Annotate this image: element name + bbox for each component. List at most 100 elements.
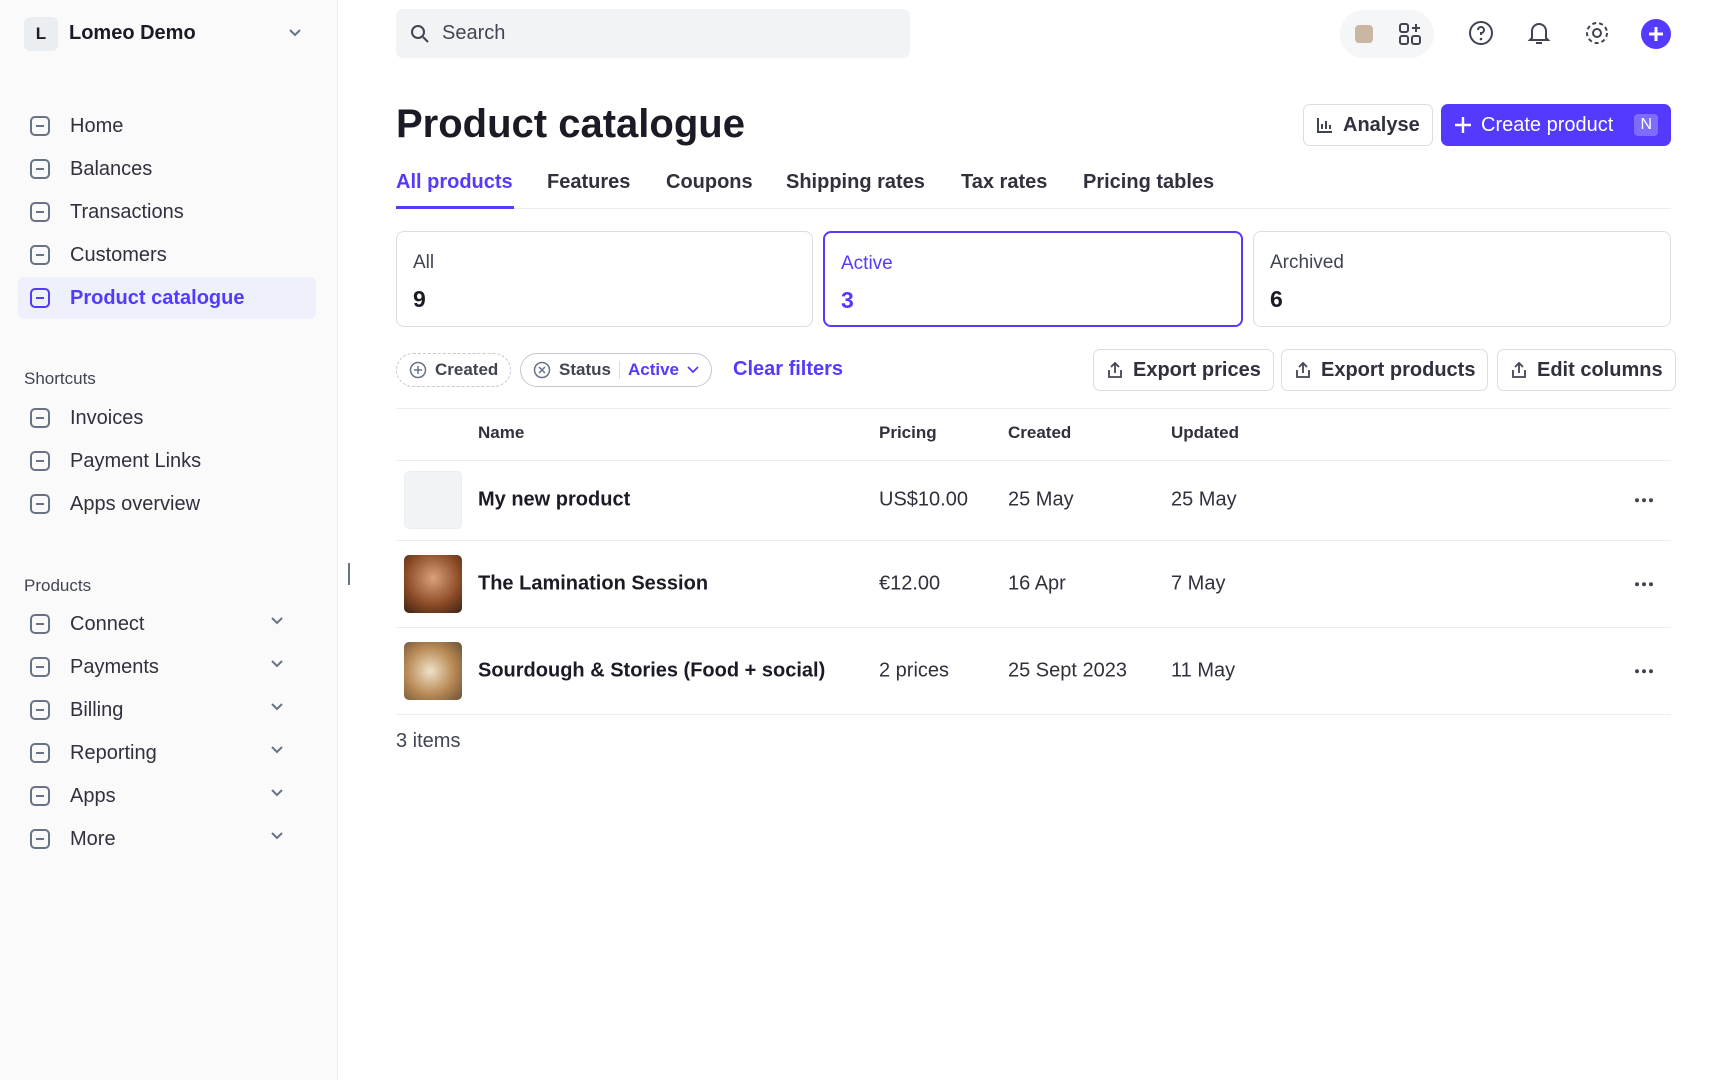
section-title: Products — [24, 576, 92, 595]
nav-item[interactable]: Transactions — [18, 191, 316, 233]
search-icon — [411, 24, 429, 43]
nav-label: Billing — [70, 698, 124, 721]
nav-item[interactable]: Apps — [18, 775, 316, 817]
table-cell: The Lamination Session — [478, 572, 709, 595]
product-image — [404, 471, 462, 529]
nav-item[interactable]: Invoices — [18, 397, 316, 439]
nav-item[interactable]: Billing — [18, 689, 316, 731]
chevron — [271, 746, 283, 754]
button-label: Analyse — [1343, 113, 1420, 136]
sidebar: L Lomeo Demo Shortcuts Products Home Bala… — [0, 0, 338, 1080]
product-image — [404, 642, 462, 700]
card-count: 9 — [413, 286, 426, 312]
column-header: Updated — [1171, 423, 1239, 442]
action-button[interactable]: Edit columns — [1497, 349, 1676, 391]
row-divider — [396, 460, 1671, 461]
create-product-button[interactable]: Create product N — [1441, 104, 1671, 146]
button-label: Edit columns — [1537, 358, 1663, 381]
analyse-button[interactable]: Analyse — [1303, 104, 1433, 146]
nav-item[interactable]: Apps overview — [18, 483, 316, 525]
card-count: 6 — [1270, 286, 1283, 312]
table-cell: Sourdough & Stories (Food + social) — [478, 659, 826, 682]
nav-label: Product catalogue — [70, 286, 245, 309]
tab[interactable]: All products — [396, 171, 513, 193]
search-placeholder: Search — [442, 22, 506, 44]
nav-label: Connect — [70, 612, 145, 635]
tab[interactable]: Shipping rates — [786, 171, 925, 193]
clear-filters[interactable]: Clear filters — [733, 358, 844, 380]
nav-label: Customers — [70, 243, 167, 266]
tab[interactable]: Tax rates — [961, 171, 1048, 193]
nav-item[interactable]: Reporting — [18, 732, 316, 774]
tab[interactable]: Pricing tables — [1083, 171, 1215, 193]
status-filter[interactable]: Status Active — [520, 353, 712, 387]
column-header: Created — [1008, 423, 1072, 442]
column-header: Name — [478, 423, 525, 442]
nav-label: Home — [70, 114, 124, 137]
nav-icon — [30, 614, 50, 634]
nav-icon — [30, 408, 50, 428]
chevron — [271, 832, 283, 840]
nav-item[interactable]: More — [18, 818, 316, 860]
nav-item[interactable]: Payment Links — [18, 440, 316, 482]
nav-item[interactable]: Connect — [18, 603, 316, 645]
card-label: Active — [841, 253, 893, 274]
nav-icon — [30, 743, 50, 763]
table-cell: My new product — [478, 488, 631, 511]
row-menu[interactable] — [1634, 486, 1654, 509]
account-chevron[interactable] — [288, 28, 302, 38]
created-filter[interactable]: Created — [396, 353, 512, 387]
nav-label: Payment Links — [70, 449, 202, 472]
action-icon — [1512, 361, 1526, 378]
status-card[interactable]: All 9 — [396, 231, 813, 327]
card-label: Archived — [1270, 252, 1344, 273]
action-button[interactable]: Export products — [1281, 349, 1489, 391]
nav-label: Reporting — [70, 741, 157, 764]
chevron — [271, 660, 283, 668]
nav-label: Invoices — [70, 406, 144, 429]
nav-icon — [30, 829, 50, 849]
settings-icon[interactable] — [1584, 20, 1610, 46]
nav-item[interactable]: Home — [18, 105, 316, 147]
remove-icon — [533, 361, 551, 379]
plus-icon — [1455, 117, 1471, 133]
action-icon — [1296, 361, 1310, 378]
status-card[interactable]: Active 3 — [823, 231, 1243, 327]
table-divider — [396, 408, 1671, 409]
account-avatar[interactable]: L — [24, 17, 58, 51]
filter-label: Status — [559, 360, 611, 379]
tab[interactable]: Features — [547, 171, 631, 193]
nav-label: Apps overview — [70, 492, 201, 515]
notifications-icon[interactable] — [1526, 20, 1552, 46]
chevron — [271, 789, 283, 797]
nav-item[interactable]: Balances — [18, 148, 316, 190]
row-menu[interactable] — [1634, 657, 1654, 680]
more-icon — [1635, 669, 1653, 674]
nav-item[interactable]: Product catalogue — [18, 277, 316, 319]
app-switcher[interactable] — [1340, 10, 1434, 58]
account-name[interactable]: Lomeo Demo — [69, 22, 196, 44]
resize-handle[interactable] — [348, 563, 350, 585]
chevron — [271, 703, 283, 711]
table-cell: 7 May — [1171, 572, 1226, 595]
tab[interactable]: Coupons — [666, 171, 753, 193]
tabs-divider — [396, 208, 1671, 209]
action-button[interactable]: Export prices — [1093, 349, 1274, 391]
filter-label: Created — [435, 360, 499, 379]
button-label: Export products — [1321, 358, 1476, 381]
nav-item[interactable]: Customers — [18, 234, 316, 276]
nav-item[interactable]: Payments — [18, 646, 316, 688]
table-cell: 25 May — [1171, 488, 1237, 511]
item-count: 3 items — [396, 730, 461, 752]
help-icon[interactable] — [1468, 20, 1494, 46]
more-icon — [1635, 582, 1653, 587]
row-menu[interactable] — [1634, 570, 1654, 593]
table-cell: 25 Sept 2023 — [1008, 659, 1127, 682]
status-card[interactable]: Archived 6 — [1253, 231, 1671, 327]
create-icon[interactable] — [1641, 19, 1671, 49]
more-icon — [1635, 498, 1653, 503]
table-cell: 25 May — [1008, 488, 1074, 511]
search-bar[interactable]: Search — [396, 9, 910, 58]
nav-icon — [30, 288, 50, 308]
